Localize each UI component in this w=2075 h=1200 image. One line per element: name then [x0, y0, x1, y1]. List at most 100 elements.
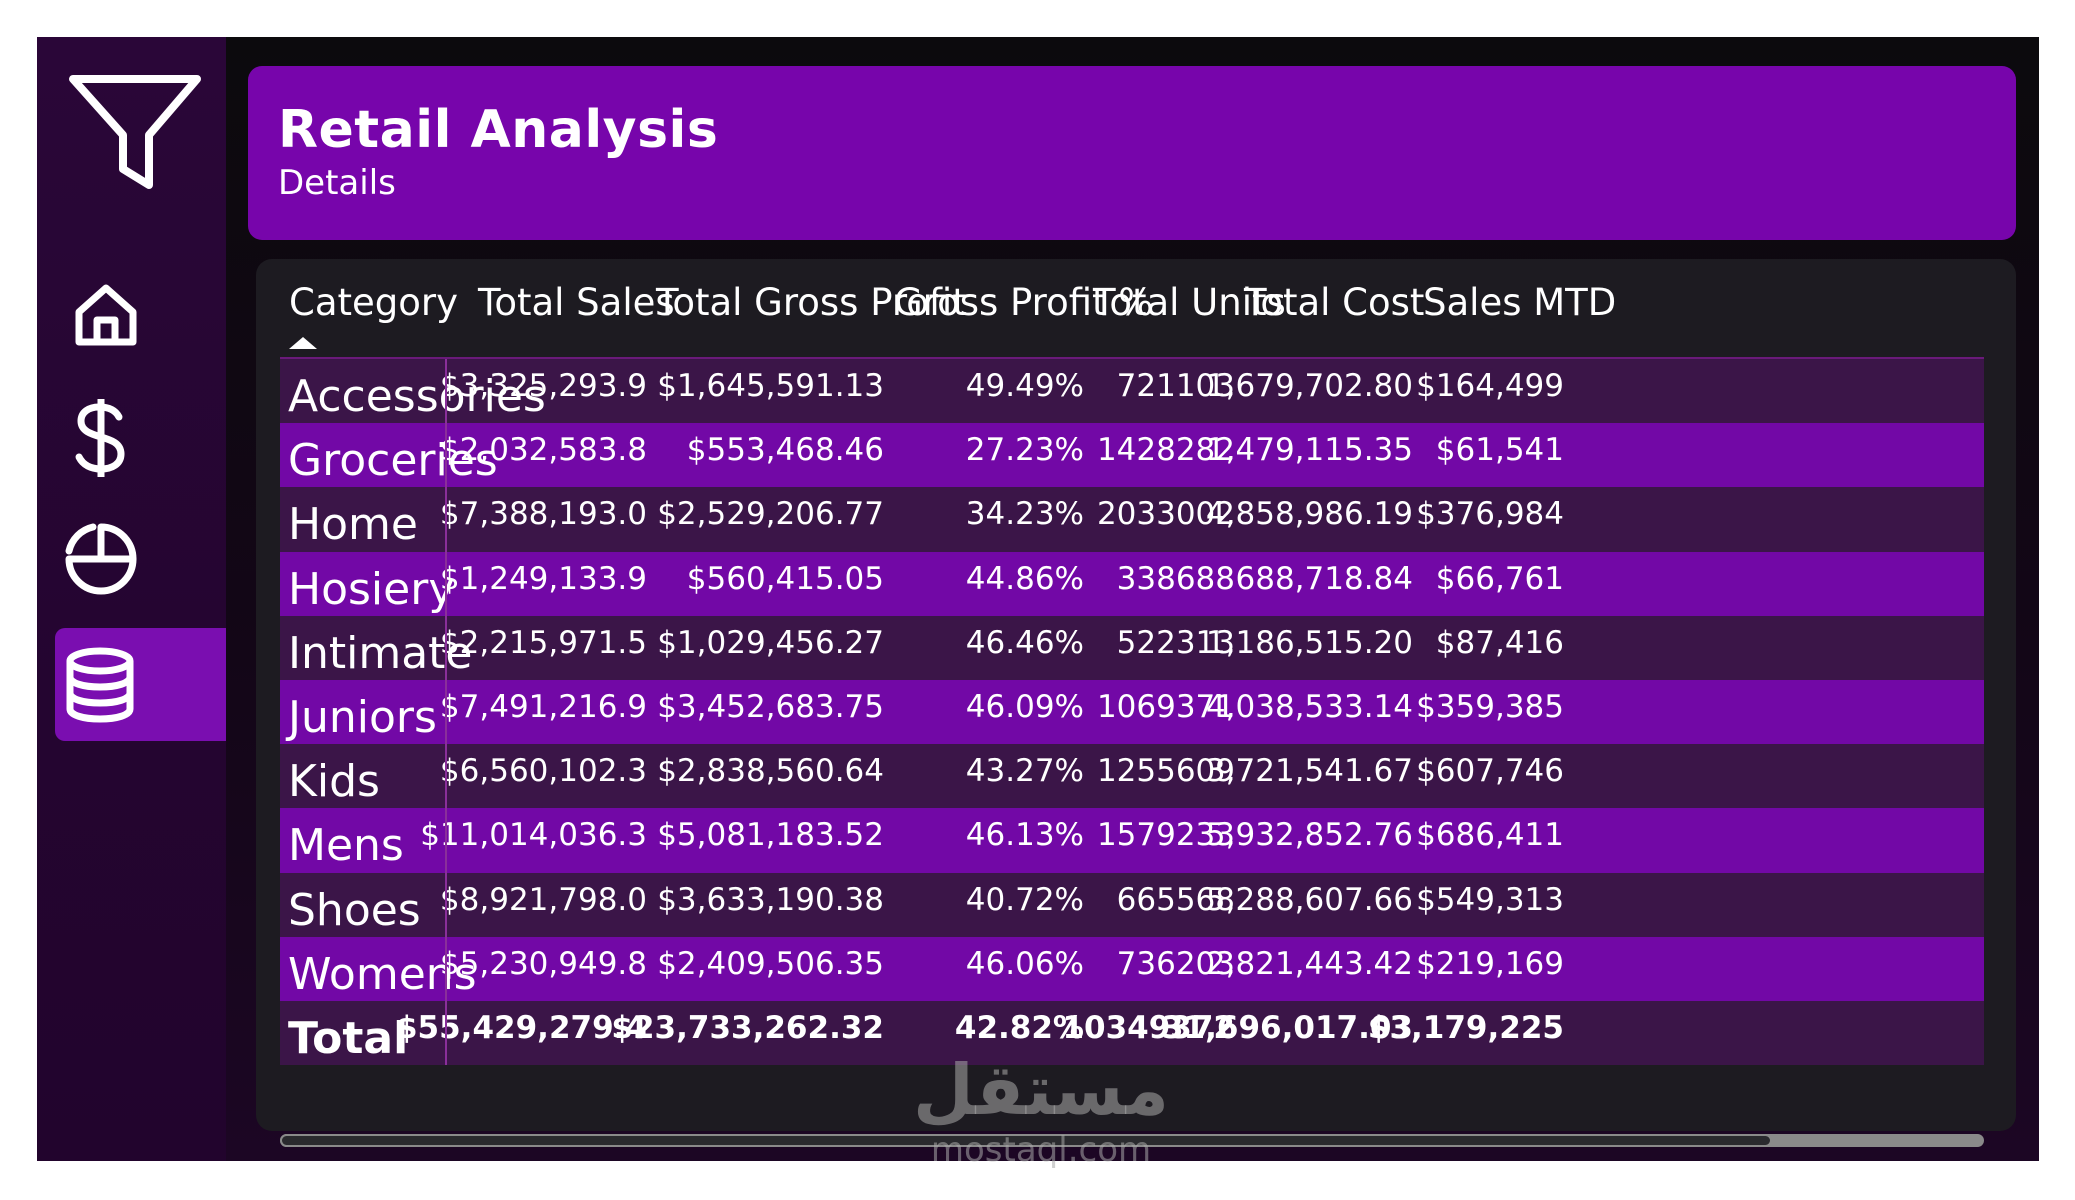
cell-total-gross-profit: $2,838,560.64: [657, 753, 884, 790]
cell-total-gross-profit: $3,633,190.38: [657, 881, 884, 918]
cell-gross-profit-pct: 46.06%: [965, 945, 1084, 982]
cell-total-cost: 688,718.84: [1235, 560, 1414, 597]
cell-gross-profit-pct: 27.23%: [965, 432, 1084, 469]
table-row[interactable]: Accessories $3,325,293.9 $1,645,591.13 49.4…: [280, 359, 1984, 424]
table-row[interactable]: Shoes $8,921,798.0 $3,633,190.38 40.72% 6655…: [280, 872, 1984, 937]
cell-total-cost: 3,721,541.67: [1205, 753, 1413, 790]
cell-gross-profit-pct: 49.49%: [965, 368, 1084, 404]
cell-total-cost: 1,679,702.80: [1205, 368, 1413, 404]
cell-total-cost: 1,186,515.20: [1205, 624, 1413, 661]
header-divider: [280, 357, 1984, 359]
cell-gross-profit-pct: 46.46%: [965, 624, 1084, 661]
cell-total-cost: 1,479,115.35: [1205, 432, 1413, 469]
report-header: Retail Analysis Details: [248, 66, 2016, 240]
column-header-sales-mtd[interactable]: Sales MTD: [1423, 281, 1617, 324]
cell-sales-mtd: $686,411: [1416, 817, 1564, 854]
cell-total-units: 10349372: [1062, 1009, 1235, 1046]
table-total-row[interactable]: Total $55,429,279.4 $23,733,262.32 42.82% 10…: [280, 1000, 1984, 1066]
cell-sales-mtd: $164,499: [1416, 368, 1564, 404]
home-icon[interactable]: [73, 282, 139, 348]
column-header-total-sales[interactable]: Total Sales: [478, 281, 675, 324]
column-header-total-cost[interactable]: Total Cost: [1244, 281, 1425, 324]
cell-sales-mtd: $219,169: [1416, 945, 1564, 982]
category-column-divider: [445, 487, 447, 552]
cell-total-gross-profit: $553,468.46: [686, 432, 884, 469]
cell-category: Juniors: [288, 691, 437, 743]
database-icon[interactable]: [64, 647, 136, 723]
cell-sales-mtd: $376,984: [1416, 496, 1564, 533]
category-column-divider: [445, 872, 447, 937]
cell-total-gross-profit: $560,415.05: [686, 560, 884, 597]
cell-category: Accessories: [288, 371, 546, 422]
cell-total-sales: $2,215,971.5: [439, 624, 647, 661]
cell-total-cost: 5,288,607.66: [1205, 881, 1413, 918]
scrollbar-thumb[interactable]: [280, 1134, 1772, 1147]
horizontal-scrollbar[interactable]: [280, 1134, 1984, 1147]
watermark-text: mostaql.com: [930, 1130, 1152, 1170]
cell-category: Kids: [288, 756, 380, 808]
column-header-gross-profit-pct[interactable]: Gross Profit %: [894, 281, 1154, 324]
table-row[interactable]: Mens $11,014,036.3 $5,081,183.52 46.13% 1579…: [280, 808, 1984, 873]
cell-total-gross-profit: $5,081,183.52: [657, 817, 884, 854]
cell-total-gross-profit: $1,645,591.13: [657, 368, 884, 404]
table-row[interactable]: Juniors $7,491,216.9 $3,452,683.75 46.09% 10…: [280, 679, 1984, 745]
cell-total-units: 665568: [1116, 881, 1235, 918]
sidebar: [37, 37, 226, 1161]
filter-icon[interactable]: [67, 73, 203, 197]
cell-category: Intimate: [288, 627, 473, 679]
page-subtitle: Details: [278, 163, 396, 203]
cell-total-cost: 4,038,533.14: [1205, 688, 1413, 725]
cell-gross-profit-pct: 46.09%: [965, 688, 1084, 725]
cell-total-gross-profit: $3,452,683.75: [657, 688, 884, 725]
category-column-divider: [445, 679, 447, 745]
cell-total-sales: $7,491,216.9: [439, 688, 647, 725]
category-column-divider: [445, 423, 447, 488]
sort-ascending-icon[interactable]: [289, 337, 317, 349]
cell-total-gross-profit: $2,409,506.35: [657, 945, 884, 982]
cell-total-cost: 4,858,986.19: [1205, 496, 1413, 533]
cell-total-gross-profit: $2,529,206.77: [657, 496, 884, 533]
cell-total-units: 736203: [1116, 945, 1235, 982]
cell-sales-mtd: $61,541: [1435, 432, 1564, 469]
pie-chart-icon[interactable]: [63, 521, 139, 597]
table-row[interactable]: Hosiery $1,249,133.9 $560,415.05 44.86% 3386…: [280, 551, 1984, 616]
page-title: Retail Analysis: [278, 100, 719, 160]
category-column-divider: [445, 744, 447, 809]
table-row[interactable]: Womens $5,230,949.8 $2,409,506.35 46.06% 736…: [280, 936, 1984, 1001]
cell-gross-profit-pct: 34.23%: [965, 496, 1084, 533]
category-column-divider: [445, 615, 447, 680]
category-column-divider: [445, 936, 447, 1001]
cell-gross-profit-pct: 46.13%: [965, 817, 1084, 854]
cell-total-sales: $6,560,102.3: [439, 753, 647, 790]
cell-total-sales: $7,388,193.0: [439, 496, 647, 533]
cell-total-units: 2033002: [1096, 496, 1235, 533]
cell-total-sales: $3,325,293.9: [439, 368, 647, 404]
column-header-total-units[interactable]: Total Units: [1093, 281, 1286, 324]
table-row[interactable]: Home $7,388,193.0 $2,529,206.77 34.23% 20330…: [280, 487, 1984, 552]
cell-total-sales: $11,014,036.3: [420, 817, 647, 854]
cell-sales-mtd: $359,385: [1416, 688, 1564, 725]
cell-total-units: 1255609: [1096, 753, 1235, 790]
category-column-divider: [445, 359, 447, 424]
category-column-divider: [445, 808, 447, 873]
column-header-category[interactable]: Category: [289, 281, 459, 324]
cell-total-sales: $55,429,279.4: [395, 1009, 647, 1046]
watermark-logo: مستقل: [912, 1049, 1169, 1131]
cell-total-units: 338688: [1116, 560, 1235, 597]
category-column-divider: [445, 551, 447, 616]
cell-category: Home: [288, 499, 418, 551]
cell-category: Mens: [288, 820, 404, 872]
table-row[interactable]: Groceries $2,032,583.8 $553,468.46 27.23% 14…: [280, 423, 1984, 488]
cell-gross-profit-pct: 40.72%: [965, 881, 1084, 918]
column-header-total-gross-profit[interactable]: Total Gross Profit: [656, 281, 967, 324]
cell-total-sales: $1,249,133.9: [439, 560, 647, 597]
table-body: Accessories $3,325,293.9 $1,645,591.13 49.4…: [280, 359, 1984, 1066]
cell-category: Shoes: [288, 884, 421, 936]
cell-total-gross-profit: $23,733,262.32: [611, 1009, 884, 1046]
table-row[interactable]: Intimate $2,215,971.5 $1,029,456.27 46.46% 5…: [280, 615, 1984, 680]
cell-total-sales: $5,230,949.8: [439, 945, 647, 982]
cell-gross-profit-pct: 44.86%: [965, 560, 1084, 597]
dollar-icon[interactable]: [71, 399, 131, 477]
table-row[interactable]: Kids $6,560,102.3 $2,838,560.64 43.27% 12556…: [280, 744, 1984, 809]
cell-total-units: 522313: [1116, 624, 1235, 661]
